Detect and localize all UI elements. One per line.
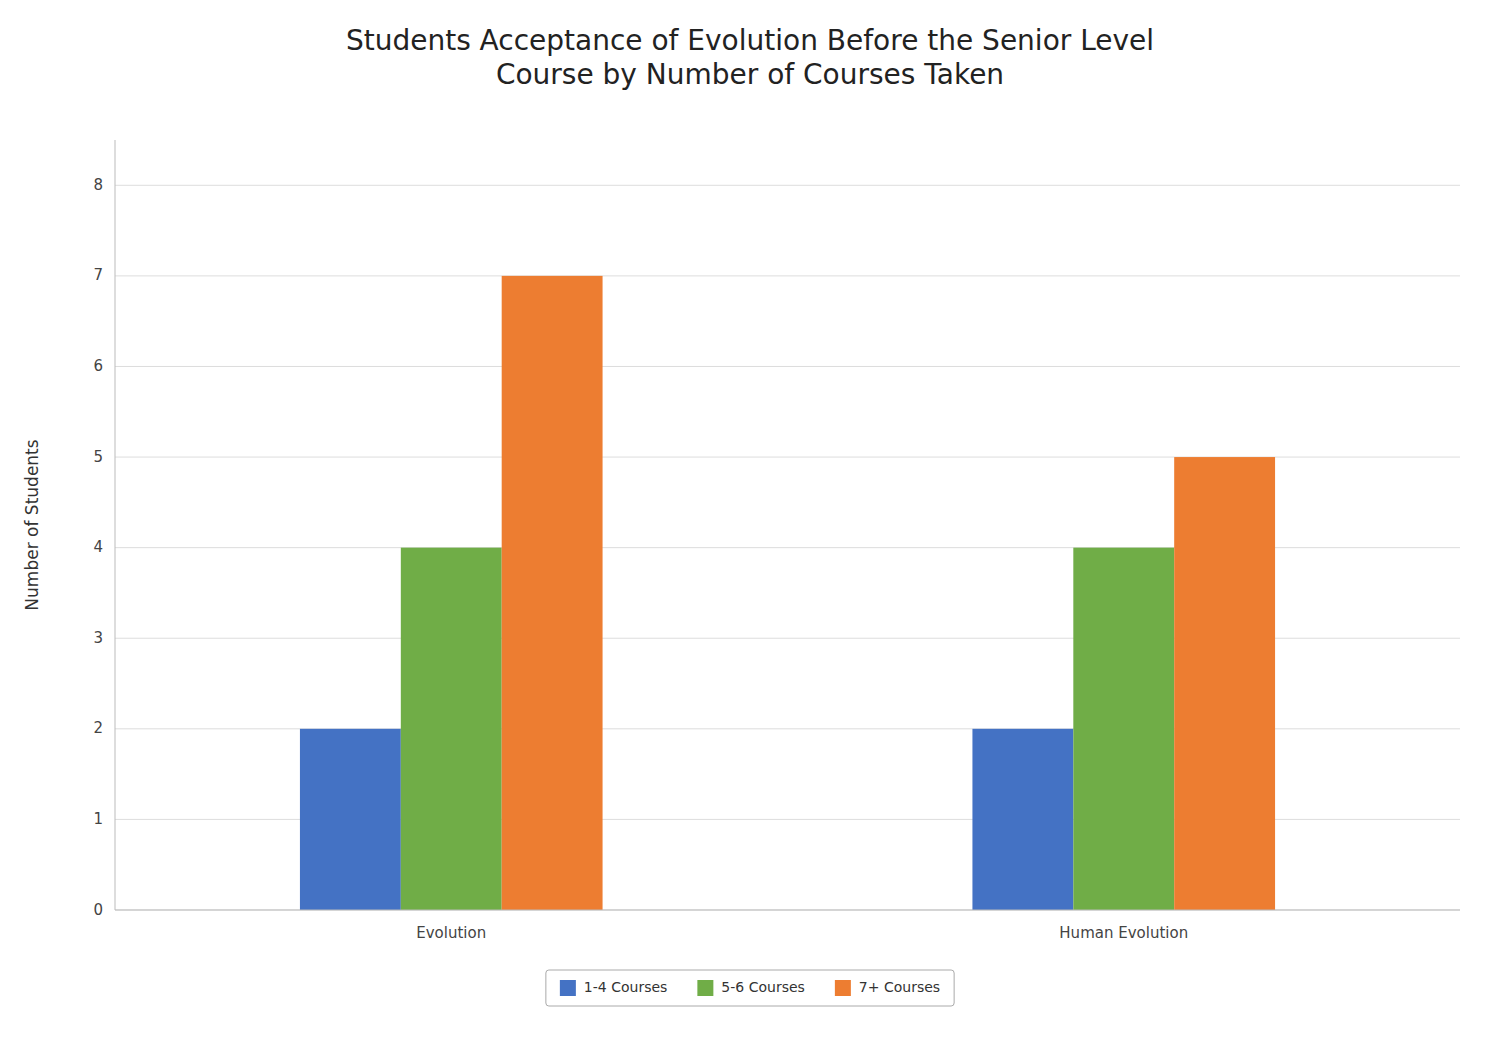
x-axis-line [115, 910, 1460, 911]
x-tick-label: Evolution [416, 924, 486, 942]
grid [115, 185, 1460, 910]
x-tick-label: Human Evolution [1059, 924, 1188, 942]
y-axis-line [115, 140, 116, 910]
chart-title: Students Acceptance of Evolution Before … [346, 24, 1154, 91]
grid-line [115, 275, 1460, 276]
title-line: Course by Number of Courses Taken [496, 58, 1004, 91]
y-tick-label: 6 [93, 357, 103, 375]
bar [972, 729, 1073, 910]
legend-swatch [697, 980, 713, 996]
y-tick-label: 1 [93, 810, 103, 828]
grid-line [115, 910, 1460, 911]
legend-swatch [560, 980, 576, 996]
bar [502, 276, 603, 910]
legend: 1-4 Courses 5-6 Courses 7+ Courses [546, 970, 954, 1006]
legend-label: 1-4 Courses [584, 979, 668, 995]
legend-frame [546, 970, 954, 1006]
background [0, 0, 1500, 1060]
bar [1073, 548, 1174, 910]
legend-swatch [835, 980, 851, 996]
legend-item: 7+ Courses [835, 979, 940, 996]
legend-item: 1-4 Courses [560, 979, 668, 996]
grid-line [115, 366, 1460, 367]
y-tick-label: 5 [93, 448, 103, 466]
y-axis-label: Number of Students [22, 439, 42, 610]
grid-line [115, 185, 1460, 186]
legend-item: 5-6 Courses [697, 979, 805, 996]
bar [1174, 457, 1275, 910]
y-tick-label: 3 [93, 629, 103, 647]
title-line: Students Acceptance of Evolution Before … [346, 24, 1154, 57]
legend-label: 5-6 Courses [721, 979, 805, 995]
y-tick-label: 7 [93, 266, 103, 284]
bar [300, 729, 401, 910]
bar [401, 548, 502, 910]
y-tick-label: 8 [93, 176, 103, 194]
chart-container: Students Acceptance of Evolution Before … [0, 0, 1500, 1060]
y-tick-label: 0 [93, 901, 103, 919]
y-tick-label: 2 [93, 719, 103, 737]
bars [300, 276, 1275, 910]
legend-label: 7+ Courses [859, 979, 940, 995]
chart-svg: Students Acceptance of Evolution Before … [0, 0, 1500, 1060]
y-tick-label: 4 [93, 538, 103, 556]
